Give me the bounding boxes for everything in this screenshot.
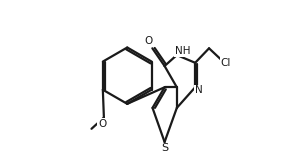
Text: O: O [145, 36, 153, 46]
Text: Cl: Cl [221, 58, 231, 68]
Text: S: S [161, 143, 168, 153]
Text: NH: NH [175, 46, 191, 56]
Text: O: O [98, 119, 106, 129]
Text: N: N [195, 85, 203, 95]
